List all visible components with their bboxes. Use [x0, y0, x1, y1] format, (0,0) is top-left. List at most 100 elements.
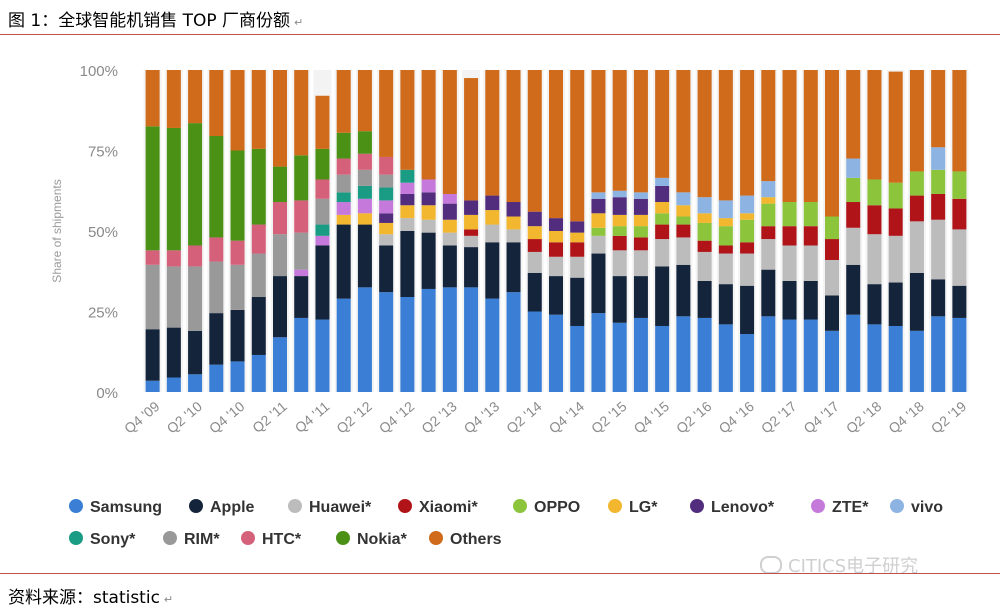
bar-segment-htc: [336, 158, 351, 175]
x-tick-label: Q2 '18: [843, 398, 885, 437]
legend-swatch: [513, 499, 527, 513]
bar-segment-lg: [400, 205, 415, 219]
legend-label: LG*: [629, 499, 658, 516]
bar-segment-others: [464, 78, 479, 201]
bar-segment-lg: [697, 213, 712, 223]
bar-segment-sony: [357, 185, 372, 199]
bar-segment-others: [591, 70, 606, 193]
bar-segment-vivo: [633, 192, 648, 199]
bar-segment-zte: [294, 269, 309, 277]
bar-segment-nokia: [272, 166, 288, 203]
bar-segment-samsung: [952, 317, 967, 392]
bar-segment-others: [633, 70, 648, 193]
bar-segment-oppo: [952, 171, 967, 199]
bar-segment-apple: [506, 242, 521, 293]
legend-item-others: Others: [429, 531, 502, 548]
bar-segment-apple: [379, 245, 394, 293]
bar-segment-samsung: [782, 319, 797, 392]
bar-segment-xiaomi: [931, 193, 946, 220]
bar-segment-samsung: [379, 292, 394, 392]
bar-segment-apple: [824, 295, 840, 331]
bar-segment-xiaomi: [803, 226, 818, 246]
bar-segment-xiaomi: [464, 229, 479, 236]
legend-item-rim: RIM*: [163, 531, 220, 548]
bar-segment-apple: [336, 224, 351, 299]
x-axis: Q4 '09 Q2 '10 Q4 '10 Q2 '11 Q4 '11 Q2 '12 Q4 '…: [121, 398, 969, 437]
bar-segment-vivo: [718, 200, 733, 219]
bar-segment-oppo: [612, 226, 627, 236]
bar-segment-htc: [272, 202, 288, 235]
watermark: CITICS电子研究: [760, 552, 918, 578]
bars-layer: [143, 70, 969, 392]
bar-segment-htc: [357, 153, 372, 170]
bar-segment-nokia: [357, 131, 372, 154]
bar-segment-others: [782, 70, 797, 203]
bar-segment-lenovo: [548, 218, 564, 231]
bar-segment-samsung: [824, 330, 840, 392]
bar-segment-lg: [357, 213, 372, 225]
bar-segment-samsung: [506, 292, 521, 392]
x-tick-label: Q4 '16: [715, 398, 757, 437]
x-tick-label: Q2 '10: [163, 398, 205, 437]
bar-segment-lg: [676, 205, 691, 217]
bar-segment-lg: [548, 231, 564, 243]
bar-segment-zte: [421, 179, 436, 193]
bar-segment-huawei: [570, 256, 585, 278]
bar-segment-rim: [336, 174, 351, 193]
bar-segment-huawei: [379, 234, 394, 246]
bar-segment-others: [294, 70, 309, 156]
bar-segment-lenovo: [570, 221, 585, 233]
bar-segment-zte: [400, 182, 415, 194]
legend-item-huawei: Huawei*: [288, 499, 372, 516]
bar-segment-apple: [485, 242, 500, 299]
bar-segment-xiaomi: [846, 202, 861, 228]
bar-segment-samsung: [272, 337, 288, 392]
bar-segment-huawei: [464, 235, 479, 248]
bar-segment-apple: [718, 284, 733, 325]
bar-segment-xiaomi: [527, 239, 542, 252]
bar-segment-oppo: [697, 222, 712, 241]
bar-segment-samsung: [485, 298, 500, 392]
bar-segment-rim: [251, 253, 266, 298]
bar-segment-apple: [676, 264, 691, 317]
bar-segment-others: [697, 70, 712, 198]
bar-segment-samsung: [655, 325, 670, 392]
legend-item-oppo: OPPO: [513, 499, 580, 516]
bar-segment-huawei: [548, 256, 564, 277]
bar-segment-huawei: [718, 253, 733, 285]
bar-segment-xiaomi: [697, 240, 712, 252]
bar-segment-lg: [761, 197, 776, 204]
bar-segment-lg: [591, 213, 606, 228]
source-note: 资料来源：statistic ↵: [8, 588, 174, 608]
legend-item-xiaomi: Xiaomi*: [398, 499, 478, 516]
bar-segment-oppo: [655, 213, 670, 225]
bar-segment-others: [527, 70, 542, 212]
bar-segment-htc: [315, 179, 330, 199]
bar-segment-htc: [166, 250, 181, 267]
bar-segment-apple: [357, 224, 372, 288]
y-tick-label: 75%: [88, 144, 118, 161]
bar-segment-others: [740, 70, 755, 196]
bar-segment-sony: [400, 169, 415, 183]
bar-segment-lg: [485, 210, 500, 225]
bar-segment-apple: [803, 280, 818, 320]
bar-segment-apple: [846, 264, 861, 315]
bar-segment-apple: [633, 276, 648, 318]
bar-segment-others: [803, 70, 818, 203]
bar-segment-apple: [188, 330, 203, 375]
bar-segment-others: [315, 95, 330, 149]
bar-segment-lg: [633, 214, 648, 227]
legend: Samsung Apple Huawei* Xiaomi* OPPO LG* Lenovo*…: [69, 499, 943, 548]
bar-segment-huawei: [442, 232, 457, 246]
bar-segment-lenovo: [633, 198, 648, 215]
bar-segment-oppo: [931, 169, 946, 194]
bar-segment-lenovo: [655, 185, 670, 203]
bar-segment-apple: [888, 282, 903, 326]
bar-segment-others: [251, 70, 266, 149]
legend-item-apple: Apple: [189, 499, 255, 516]
bar-segment-others: [676, 70, 691, 193]
legend-swatch: [890, 499, 904, 513]
y-tick-label: 100%: [80, 63, 118, 80]
bar-segment-zte: [336, 202, 351, 215]
bar-segment-huawei: [400, 218, 415, 231]
